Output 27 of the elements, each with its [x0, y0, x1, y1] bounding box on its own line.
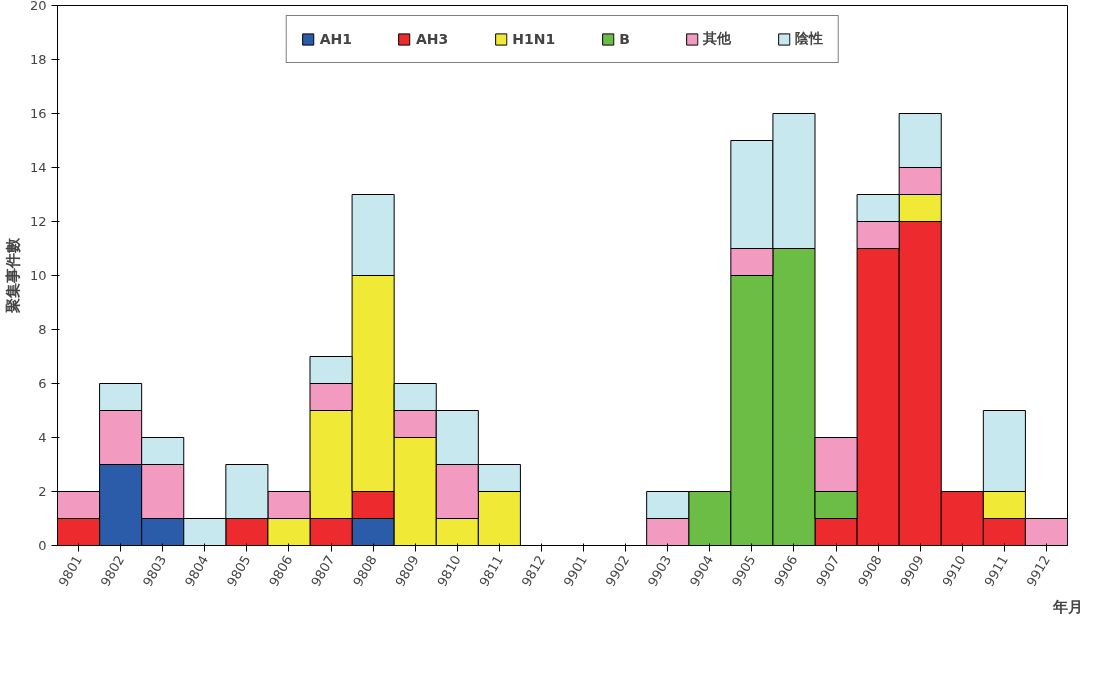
x-tick-label: 9803	[139, 552, 170, 589]
legend-label: H1N1	[512, 31, 556, 47]
legend-label: AH1	[319, 31, 353, 47]
x-tick-label: 9807	[308, 552, 338, 589]
y-tick-label: 4	[38, 430, 47, 445]
legend-label: B	[619, 31, 631, 47]
y-tick-label: 20	[29, 0, 47, 13]
x-tick-label: 9810	[434, 552, 464, 589]
legend-label: 其他	[703, 30, 732, 48]
legend-label: AH3	[416, 31, 449, 47]
y-tick-label: 0	[38, 538, 47, 553]
legend-label: 陰性	[795, 30, 824, 48]
x-axis-title: 年月	[1051, 597, 1083, 616]
x-tick-label: 9910	[939, 552, 969, 589]
y-tick-label: 10	[29, 268, 47, 283]
y-tick-label: 2	[38, 484, 47, 499]
y-axis-title: 聚集事件數	[3, 237, 22, 314]
y-tick-label: 6	[38, 376, 47, 391]
y-tick-label: 16	[29, 106, 47, 121]
y-tick-label: 14	[29, 160, 47, 175]
x-tick-label: 9903	[644, 552, 675, 589]
x-tick-label: 9909	[897, 552, 927, 589]
x-tick-label: 9907	[813, 552, 843, 589]
x-tick-label: 9809	[392, 552, 422, 589]
y-tick-label: 12	[29, 214, 47, 229]
y-tick-label: 18	[29, 52, 47, 67]
y-tick-label: 8	[38, 322, 47, 337]
